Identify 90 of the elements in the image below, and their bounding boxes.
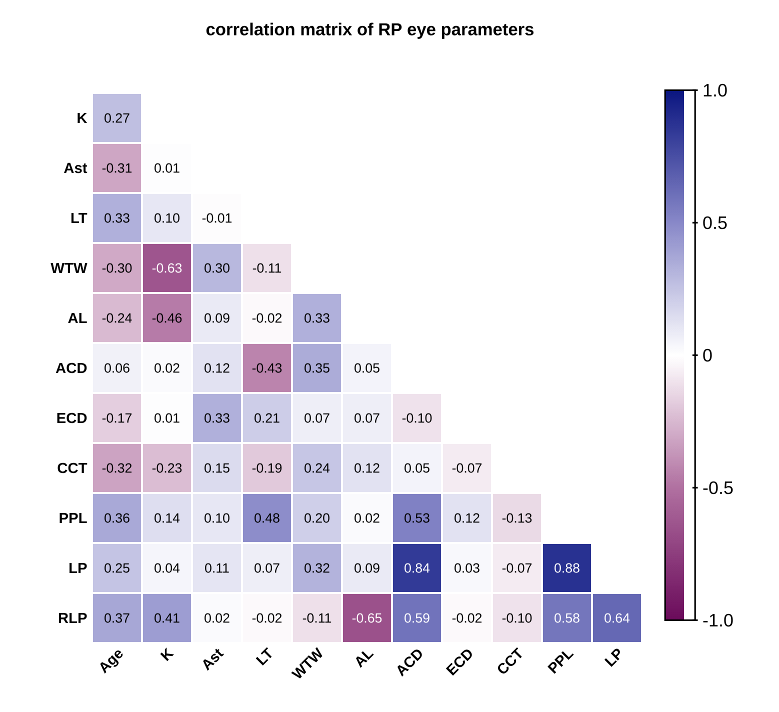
data-label: 0.24 — [304, 463, 330, 473]
x-tick-label: K — [160, 647, 174, 662]
data-label: 0.02 — [154, 363, 180, 373]
data-label: 0.33 — [304, 313, 330, 323]
color-bar-label: 0 — [703, 348, 712, 362]
data-label: 0.02 — [354, 513, 380, 523]
data-label: 0.88 — [554, 563, 580, 573]
data-label: 0.01 — [154, 163, 180, 173]
data-label: -0.07 — [502, 563, 532, 573]
data-label: -0.23 — [152, 463, 182, 473]
data-label: 0.12 — [354, 463, 380, 473]
data-label: -0.01 — [202, 213, 232, 223]
chart-title: correlation matrix of RP eye parameters — [206, 22, 534, 39]
data-label: -0.24 — [102, 313, 132, 323]
data-label: -0.46 — [152, 313, 182, 323]
data-label: 0.12 — [204, 363, 230, 373]
data-label: -0.10 — [502, 613, 532, 623]
data-label: 0.09 — [204, 313, 230, 323]
y-tick-label: RLP — [58, 612, 87, 624]
data-label: -0.10 — [402, 413, 432, 423]
y-tick-label: LP — [70, 562, 87, 574]
data-label: 0.14 — [154, 513, 180, 523]
data-label: -0.31 — [102, 163, 132, 173]
x-tick-label: AL — [356, 651, 374, 668]
data-label: 0.07 — [304, 413, 330, 423]
data-label: 0.05 — [404, 463, 430, 473]
data-label: 0.04 — [154, 563, 180, 573]
data-label: 0.48 — [254, 513, 280, 523]
data-label: -0.02 — [252, 613, 282, 623]
y-tick-label: PPL — [60, 512, 87, 524]
data-label: 0.59 — [404, 613, 430, 623]
data-label: -0.07 — [452, 463, 482, 473]
data-label: 0.25 — [104, 563, 130, 573]
x-tick-label: LP — [604, 648, 620, 667]
y-tick-label: K — [78, 112, 88, 124]
data-label: 0.05 — [354, 363, 380, 373]
data-label: 0.33 — [104, 213, 130, 223]
data-label: -0.02 — [452, 613, 482, 623]
data-label: -0.02 — [252, 313, 282, 323]
data-label: 0.15 — [204, 463, 230, 473]
color-bar-label: -0.5 — [703, 481, 733, 494]
data-label: 0.02 — [204, 613, 230, 623]
x-tick-label: Age — [100, 650, 123, 674]
y-tick-label: AL — [68, 312, 87, 324]
data-label: 0.35 — [304, 363, 330, 373]
color-bar-label: 1.0 — [704, 84, 727, 97]
data-label: 0.10 — [154, 213, 180, 223]
color-bar-label: -1.0 — [703, 614, 733, 627]
data-label: 0.41 — [154, 613, 180, 623]
data-label: -0.13 — [502, 513, 532, 523]
data-label: 0.06 — [104, 363, 130, 373]
data-label: 0.21 — [254, 413, 280, 423]
data-label: 0.07 — [254, 563, 280, 573]
data-label: -0.17 — [102, 413, 132, 423]
data-label: 0.11 — [205, 563, 229, 573]
data-label: 0.30 — [204, 263, 230, 273]
y-tick-label: LT — [71, 212, 88, 224]
data-label: -0.11 — [252, 263, 282, 273]
data-label: 0.09 — [354, 563, 380, 573]
data-label: 0.07 — [354, 413, 380, 423]
data-label: -0.32 — [102, 463, 132, 473]
data-label: 0.20 — [304, 513, 330, 523]
x-tick-label: LT — [256, 647, 272, 666]
data-label: 0.10 — [204, 513, 230, 523]
data-label: 0.37 — [104, 613, 130, 623]
data-label: 0.64 — [604, 613, 630, 623]
data-label: 0.01 — [154, 413, 180, 423]
data-label: -0.63 — [152, 263, 182, 273]
y-tick-label: Ast — [64, 162, 88, 174]
data-label: 0.58 — [554, 613, 580, 623]
data-label: 0.36 — [104, 513, 130, 523]
data-label: -0.65 — [352, 613, 382, 623]
data-label: -0.11 — [302, 613, 332, 623]
data-label: -0.19 — [252, 463, 282, 473]
data-label: 0.27 — [104, 113, 130, 123]
data-label: -0.43 — [252, 363, 282, 373]
data-label: 0.32 — [304, 563, 330, 573]
data-label: 0.33 — [204, 413, 230, 423]
y-tick-label: ECD — [57, 412, 87, 424]
x-tick-label: PPL — [548, 651, 574, 674]
data-label: 0.84 — [404, 563, 430, 573]
data-label: 0.12 — [454, 513, 480, 523]
data-label: 0.03 — [454, 563, 480, 573]
y-tick-label: CCT — [58, 462, 88, 474]
color-bar-label: 0.5 — [703, 216, 727, 230]
data-label: -0.30 — [102, 263, 132, 273]
x-tick-label: Ast — [203, 648, 224, 671]
y-tick-label: ACD — [56, 362, 87, 374]
y-tick-label: WTW — [50, 262, 88, 274]
data-label: 0.53 — [404, 513, 430, 523]
